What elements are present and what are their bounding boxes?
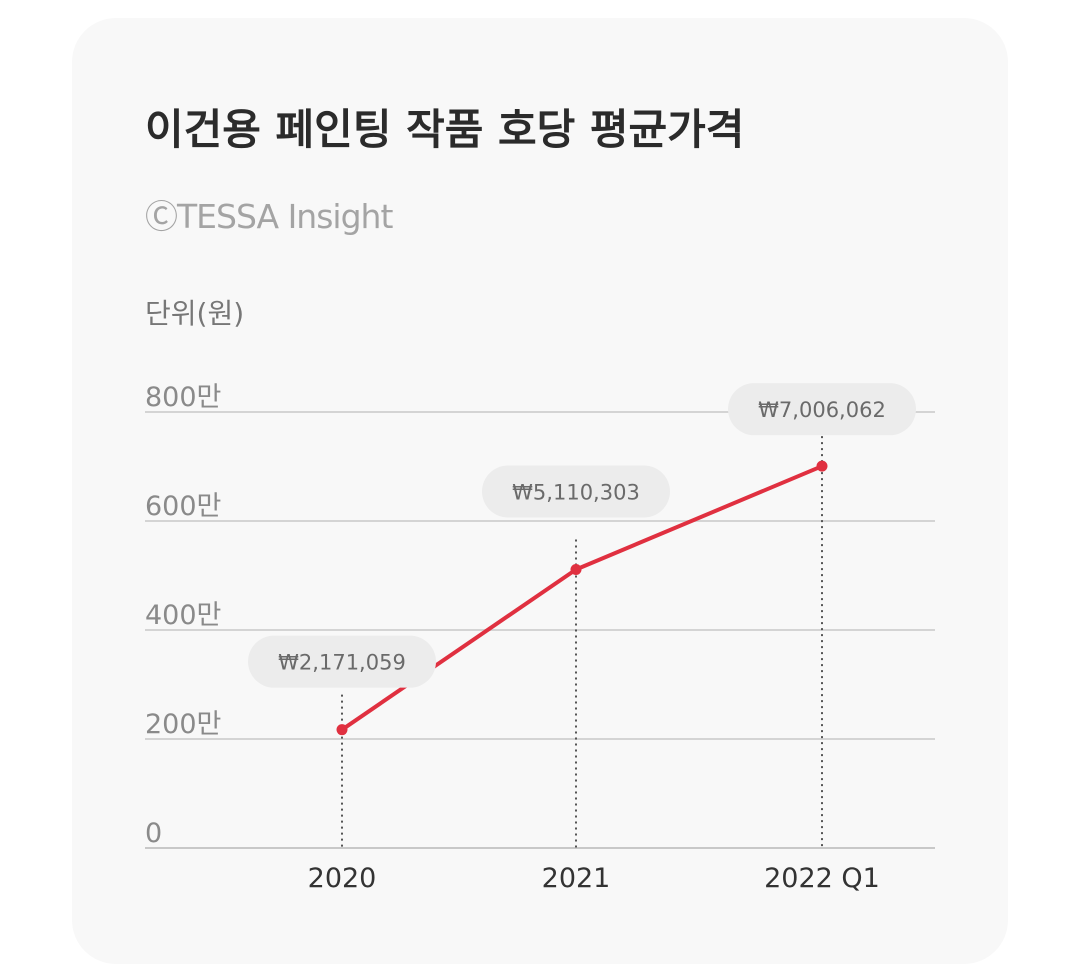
data-point [336, 724, 348, 736]
data-label-bubble [728, 383, 916, 436]
chart-subtitle: ⒸTESSA Insight [145, 197, 393, 236]
y-tick-label: 0 [145, 818, 162, 849]
y-tick-label: 200만 [145, 709, 221, 740]
x-tick-label: 2020 [308, 863, 377, 894]
data-label: ₩5,110,303 [512, 480, 640, 504]
data-label: ₩2,171,059 [278, 651, 406, 675]
x-tick-label: 2022 Q1 [764, 863, 880, 894]
data-label-bubble [248, 635, 436, 688]
y-tick-label: 600만 [145, 491, 221, 522]
data-point [570, 563, 582, 575]
y-tick-label: 800만 [145, 382, 221, 413]
chart-title: 이건용 페인팅 작품 호당 평균가격 [145, 105, 745, 154]
data-label-bubble [482, 465, 670, 518]
y-tick-label: 400만 [145, 600, 221, 631]
data-point [816, 460, 828, 472]
unit-label: 단위(원) [145, 297, 245, 330]
data-label: ₩7,006,062 [758, 398, 886, 422]
x-tick-label: 2021 [542, 863, 611, 894]
